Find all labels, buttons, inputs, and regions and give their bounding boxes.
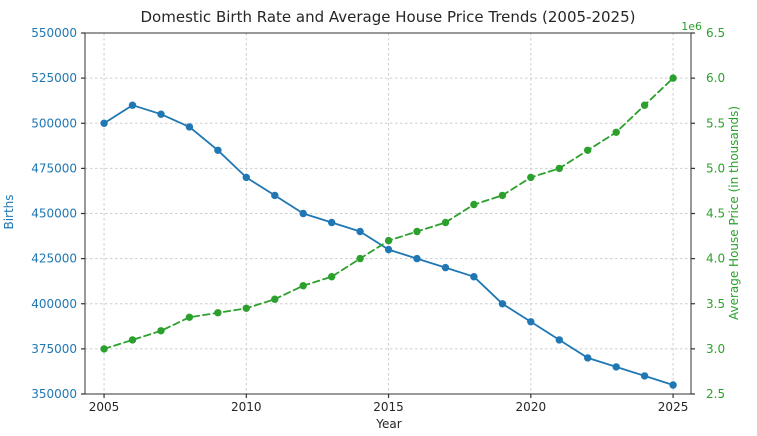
y-left-tick-label: 375000 [31, 342, 77, 356]
y-left-tick-label: 500000 [31, 116, 77, 130]
births-data-point [271, 191, 279, 200]
house-price-data-point [356, 254, 364, 263]
y-right-tick-label: 2.5 [706, 387, 725, 401]
births-data-point [128, 101, 137, 109]
x-axis-ticks: 2005 2010 2015 2020 2025 [89, 394, 689, 414]
house-price-data-point [669, 74, 677, 82]
y-right-tick-label: 4.0 [706, 252, 725, 266]
y-right-tick-label: 5.0 [706, 161, 725, 175]
house-price-data-point [128, 336, 137, 344]
births-data-point [384, 245, 393, 254]
y-right-tick-label: 6.0 [706, 71, 725, 85]
births-data-point [640, 372, 649, 380]
births-data-point [328, 218, 336, 227]
house-price-data-point [612, 128, 620, 136]
births-data-point [555, 336, 563, 344]
house-price-data-point [470, 200, 478, 209]
births-data-point [100, 119, 108, 128]
y-axis-left-ticks: 350000 375000 400000 425000 450000 475000 5000… [31, 26, 85, 401]
y-left-tick-label: 550000 [31, 26, 77, 40]
births-data-point [498, 300, 507, 308]
y-left-tick-label: 350000 [31, 387, 77, 401]
y-left-tick-label: 425000 [31, 252, 77, 266]
x-tick-label: 2015 [373, 400, 404, 414]
house-price-data-point [441, 218, 450, 227]
x-tick-label: 2010 [231, 400, 262, 414]
births-data-point [470, 273, 478, 281]
births-data-point [413, 254, 421, 263]
births-data-point [612, 363, 620, 371]
house-price-data-point [413, 227, 421, 236]
y-right-tick-label: 3.0 [706, 342, 725, 356]
y-axis-left-label: Births [2, 194, 16, 229]
y-right-tick-label: 3.5 [706, 297, 725, 311]
births-data-point [584, 354, 592, 362]
gridlines [85, 32, 691, 395]
births-series [100, 101, 677, 389]
y-left-tick-label: 400000 [31, 297, 77, 311]
house-price-series [100, 74, 677, 353]
house-price-data-point [299, 282, 307, 290]
y-axis-right-offset-text: 1e6 [681, 20, 702, 33]
births-data-point [157, 110, 165, 118]
x-tick-label: 2025 [658, 400, 689, 414]
house-price-data-point [185, 313, 194, 321]
births-data-point [441, 263, 450, 272]
births-data-point [299, 209, 307, 218]
y-axis-right-label: Average House Price (in thousands) [727, 106, 741, 320]
y-axis-right-ticks: 2.5 3.0 3.5 4.0 4.5 5.0 5.5 6.0 6.5 [691, 26, 725, 401]
births-data-point [185, 123, 194, 131]
y-left-tick-label: 475000 [31, 161, 77, 175]
births-data-point [669, 381, 677, 389]
chart-title: Domestic Birth Rate and Average House Pr… [141, 8, 636, 26]
x-tick-label: 2020 [516, 400, 547, 414]
births-data-point [527, 318, 535, 326]
house-price-data-point [640, 101, 649, 109]
births-data-point [356, 227, 364, 236]
house-price-data-point [328, 273, 336, 281]
house-price-data-point [498, 191, 507, 200]
y-left-tick-label: 450000 [31, 207, 77, 221]
house-price-data-point [527, 173, 535, 182]
y-right-tick-label: 5.5 [706, 116, 725, 130]
house-price-data-point [384, 236, 393, 245]
births-data-point [214, 146, 222, 154]
y-left-tick-label: 525000 [31, 71, 77, 85]
house-price-data-point [242, 304, 250, 312]
house-price-data-point [584, 146, 592, 154]
births-data-point [242, 173, 250, 182]
y-right-tick-label: 6.5 [706, 26, 725, 40]
house-price-data-point [214, 309, 222, 317]
house-price-data-point [157, 327, 165, 335]
y-right-tick-label: 4.5 [706, 207, 725, 221]
x-tick-label: 2005 [89, 400, 120, 414]
house-price-data-point [100, 345, 108, 353]
house-price-data-point [555, 164, 563, 173]
house-price-data-point [271, 295, 279, 303]
x-axis-label: Year [375, 417, 401, 431]
